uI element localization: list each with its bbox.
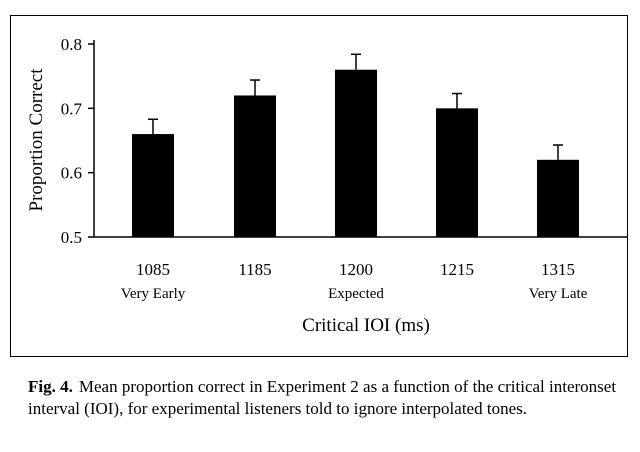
- bar: [335, 69, 377, 237]
- tick-labels: 0.5 0.6 0.7 0.8 1085 Very Early 1185 1200 Expect…: [61, 35, 588, 302]
- x-tick-label: 1185: [238, 260, 271, 279]
- x-axis-label: Critical IOI (ms): [302, 315, 430, 336]
- figure-frame: [10, 15, 628, 357]
- caption-text: Mean proportion correct in Experiment 2 …: [28, 377, 617, 418]
- y-tick-label: 0.6: [61, 164, 82, 183]
- x-tick-label: 1200: [339, 260, 373, 279]
- bar: [234, 95, 276, 237]
- bar-chart: 0.5 0.6 0.7 0.8 1085 Very Early 1185 1200 Expect…: [26, 35, 628, 336]
- caption-label: Fig. 4.: [28, 377, 73, 396]
- bar: [132, 134, 174, 237]
- y-tick-label: 0.8: [61, 35, 82, 54]
- x-tick-label: 1085: [136, 260, 170, 279]
- x-sublabel: Expected: [328, 286, 384, 302]
- y-tick-label: 0.7: [61, 99, 83, 118]
- x-sublabel: Very Early: [121, 286, 186, 302]
- bar: [537, 159, 579, 237]
- x-tick-label: 1215: [440, 260, 474, 279]
- error-bars: [148, 53, 563, 160]
- bars: [132, 69, 579, 237]
- bar: [436, 108, 478, 237]
- y-tick-label: 0.5: [61, 228, 82, 247]
- y-axis-label: Proportion Correct: [26, 68, 47, 212]
- figure-caption: Fig. 4. Mean proportion correct in Experi…: [28, 376, 628, 420]
- x-sublabel: Very Late: [529, 286, 588, 302]
- x-tick-label: 1315: [541, 260, 575, 279]
